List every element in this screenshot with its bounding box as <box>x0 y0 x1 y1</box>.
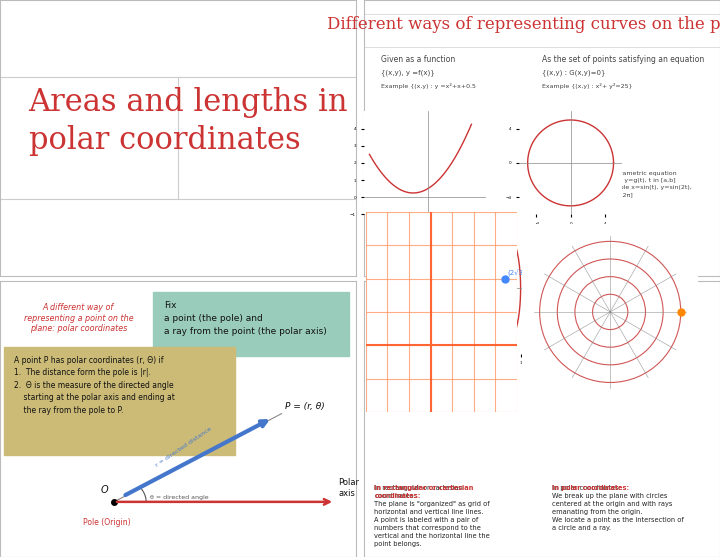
FancyBboxPatch shape <box>153 292 349 356</box>
Text: {(x,y) : G(x,y)=0}: {(x,y) : G(x,y)=0} <box>541 69 606 76</box>
Text: Different ways of representing curves on the plane: Different ways of representing curves on… <box>327 16 720 33</box>
Text: Areas and lengths in
polar coordinates: Areas and lengths in polar coordinates <box>29 87 348 156</box>
Text: {(x,y), y =f(x)}: {(x,y), y =f(x)} <box>382 69 435 76</box>
Text: In rectangular or cartesian
coordinates:
The plane is "organized" as grid of
hor: In rectangular or cartesian coordinates:… <box>374 485 490 548</box>
Text: A different way of
representing a point on the
plane: polar coordinates: A different way of representing a point … <box>24 304 133 333</box>
Text: A point P has polar coordinates (r, Θ) if
1.  The distance form the pole is |r|.: A point P has polar coordinates (r, Θ) i… <box>14 356 175 415</box>
Text: θ = directed angle: θ = directed angle <box>150 496 208 501</box>
Text: In rectangular or cartesian
coordinates:: In rectangular or cartesian coordinates: <box>374 485 474 499</box>
Text: Example {(x,y) : x²+ y²=25}: Example {(x,y) : x²+ y²=25} <box>541 83 632 89</box>
Text: Fix
a point (the pole) and
a ray from the point (the polar axis): Fix a point (the pole) and a ray from th… <box>164 301 327 336</box>
Text: In polar coordinates:: In polar coordinates: <box>552 485 630 491</box>
Text: (4,πβ): (4,πβ) <box>672 290 697 299</box>
Text: Pole (Origin): Pole (Origin) <box>83 519 131 527</box>
Text: r = directed distance: r = directed distance <box>155 426 212 467</box>
FancyBboxPatch shape <box>4 348 235 455</box>
Text: In polar coordinates:
We break up the plane with circles
centered at the origin : In polar coordinates: We break up the pl… <box>552 485 684 531</box>
Text: Polar
axis: Polar axis <box>338 478 359 498</box>
Text: Given as a function: Given as a function <box>382 55 456 64</box>
Text: P = (r, θ): P = (r, θ) <box>285 402 325 411</box>
Text: By parametric equation
x=f(t), y=g(t), t in [a,b]
Example x=sin(t), y=sin(2t),
t: By parametric equation x=f(t), y=g(t), t… <box>603 171 692 197</box>
Text: As the set of points satisfying an equation: As the set of points satisfying an equat… <box>541 55 704 64</box>
Text: O: O <box>101 485 109 495</box>
Text: Example {(x,y) : y =x²+x+0.5: Example {(x,y) : y =x²+x+0.5 <box>382 83 477 89</box>
Text: (2√3,2): (2√3,2) <box>508 270 533 277</box>
